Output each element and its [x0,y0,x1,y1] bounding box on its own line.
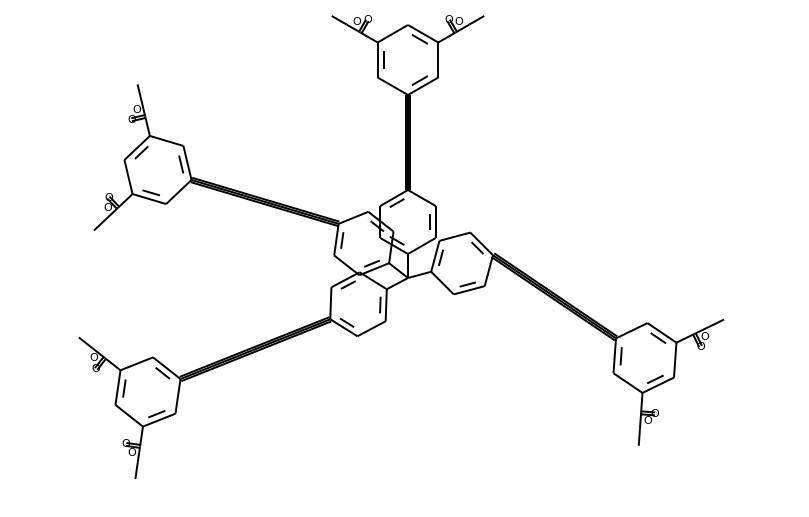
Text: O: O [363,16,372,25]
Text: O: O [444,16,453,25]
Text: O: O [103,203,112,213]
Text: O: O [697,342,705,352]
Text: O: O [128,448,137,459]
Text: O: O [132,105,141,115]
Text: O: O [90,354,99,363]
Text: O: O [104,193,112,203]
Text: O: O [455,18,464,27]
Text: O: O [650,409,659,419]
Text: O: O [643,416,652,427]
Text: O: O [91,364,100,374]
Text: O: O [127,115,136,125]
Text: O: O [701,332,709,342]
Text: O: O [353,18,362,27]
Text: O: O [122,439,130,449]
